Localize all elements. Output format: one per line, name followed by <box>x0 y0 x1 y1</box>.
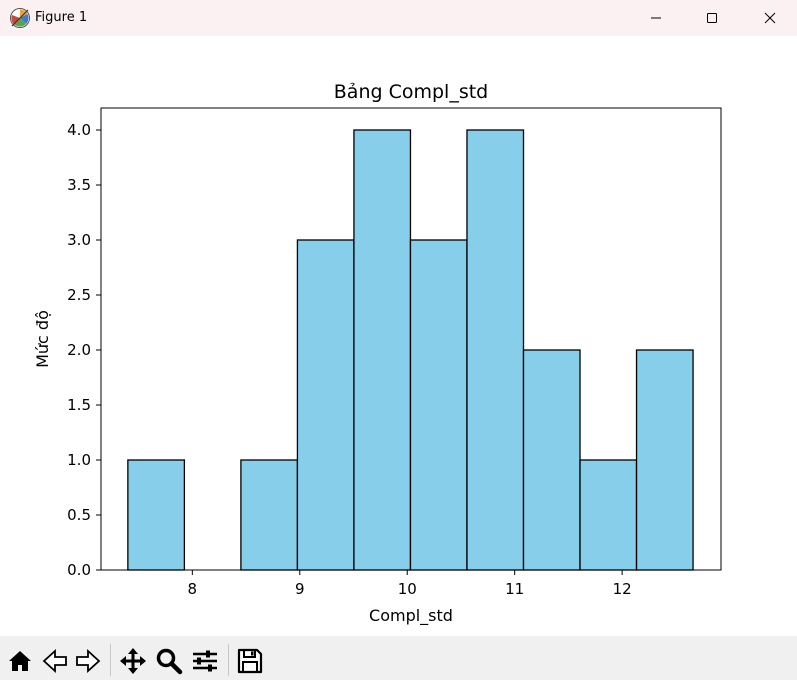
histogram-bar <box>353 129 412 571</box>
close-icon <box>764 12 776 24</box>
save-icon <box>237 648 263 674</box>
y-tick-label: 3.5 <box>67 176 91 194</box>
zoom-button[interactable] <box>155 647 183 675</box>
y-tick-label: 2.0 <box>67 341 91 359</box>
y-tick-label: 2.5 <box>67 286 91 304</box>
toolbar-separator <box>110 644 111 676</box>
y-tick-label: 0.5 <box>67 506 91 524</box>
home-icon <box>9 651 31 671</box>
forward-icon <box>76 648 101 674</box>
y-ticks-group: 0.0 0.5 1.0 1.5 2.0 2.5 3.0 3.5 4.0 <box>67 121 101 579</box>
home-button[interactable] <box>6 647 34 675</box>
x-tick-label: 12 <box>613 580 632 598</box>
forward-button[interactable] <box>74 647 102 675</box>
minimize-icon <box>651 17 661 19</box>
toolbar-separator <box>228 644 229 676</box>
y-tick-label: 3.0 <box>67 231 91 249</box>
histogram-bar <box>296 239 355 571</box>
zoom-icon <box>156 648 183 675</box>
back-icon <box>42 648 67 674</box>
minimize-button[interactable] <box>629 0 683 36</box>
y-tick-label: 0.0 <box>67 561 91 579</box>
y-axis-label: Mức độ <box>33 310 52 368</box>
histogram-bar <box>466 129 525 571</box>
x-tick-label: 10 <box>398 580 417 598</box>
histogram-bar <box>522 349 581 571</box>
chart-title: Bảng Compl_std <box>334 81 488 103</box>
figure-canvas: Bảng Compl_std 8 9 10 11 12 0.0 0.5 1.0 1.5 2.0 2… <box>0 36 797 636</box>
maximize-icon <box>707 13 717 23</box>
maximize-button[interactable] <box>685 0 739 36</box>
back-button[interactable] <box>41 647 69 675</box>
axes-frame <box>100 107 722 571</box>
window-titlebar: Figure 1 <box>0 0 797 36</box>
pan-button[interactable] <box>119 647 147 675</box>
matplotlib-icon <box>10 8 30 28</box>
histogram-bar <box>635 349 694 571</box>
y-tick-label: 1.5 <box>67 396 91 414</box>
x-axis-label: Compl_std <box>369 606 453 626</box>
x-tick-label: 11 <box>505 580 524 598</box>
configure-subplots-button[interactable] <box>191 647 219 675</box>
configure-subplots-icon <box>193 650 217 672</box>
histogram-bar <box>127 459 186 571</box>
x-tick-label: 9 <box>295 580 305 598</box>
histogram-chart: Bảng Compl_std 8 9 10 11 12 0.0 0.5 1.0 1.5 2.0 2… <box>33 81 722 626</box>
bars-group <box>127 129 694 571</box>
save-button[interactable] <box>236 647 264 675</box>
histogram-bar <box>579 459 638 571</box>
y-tick-label: 1.0 <box>67 451 91 469</box>
window-title: Figure 1 <box>35 10 88 25</box>
y-tick-label: 4.0 <box>67 121 91 139</box>
x-tick-label: 8 <box>188 580 198 598</box>
histogram-bar <box>240 459 299 571</box>
histogram-bar <box>409 239 468 571</box>
close-button[interactable] <box>743 0 797 36</box>
pan-icon <box>120 648 146 674</box>
x-ticks-group: 8 9 10 11 12 <box>188 570 632 598</box>
